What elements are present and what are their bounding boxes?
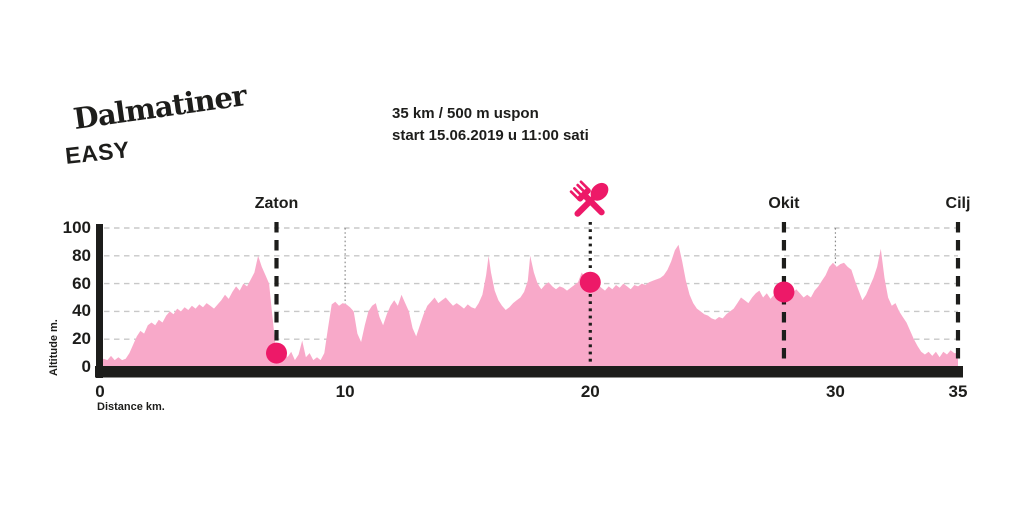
marker-label-zaton: Zaton xyxy=(254,195,299,212)
x-tick-label-35: 35 xyxy=(948,382,968,401)
marker-label-cilj: Cilj xyxy=(945,195,971,212)
x-axis-title: Distance km. xyxy=(97,401,165,413)
x-tick-label-30: 30 xyxy=(825,382,845,401)
y-tick-label-40: 40 xyxy=(72,301,91,321)
elevation-area xyxy=(100,244,958,367)
checkpoint-dot-okit xyxy=(773,281,795,303)
y-tick-label-0: 0 xyxy=(81,357,91,376)
y-tick-label-80: 80 xyxy=(72,245,91,265)
checkpoint-dot-zaton xyxy=(266,342,288,364)
event-logo: Dalmatiner EASY xyxy=(64,78,250,169)
x-tick-label-20: 20 xyxy=(580,382,600,401)
marker-label-okit: Okit xyxy=(768,195,800,212)
event-info: 35 km / 500 m uspon start 15.06.2019 u 1… xyxy=(392,103,589,147)
y-axis-bar xyxy=(96,224,103,378)
y-tick-label-60: 60 xyxy=(72,273,91,293)
checkpoint-dot-food-station xyxy=(579,271,601,293)
event-distance-climb: 35 km / 500 m uspon xyxy=(392,105,539,122)
x-axis-bar xyxy=(95,366,963,378)
x-tick-label-0: 0 xyxy=(95,382,105,401)
x-tick-label-10: 10 xyxy=(335,382,355,401)
y-tick-label-20: 20 xyxy=(72,329,91,349)
event-start-datetime: start 15.06.2019 u 11:00 sati xyxy=(392,127,589,144)
fork-and-spoon-icon xyxy=(569,180,609,217)
y-tick-label-100: 100 xyxy=(62,218,91,237)
